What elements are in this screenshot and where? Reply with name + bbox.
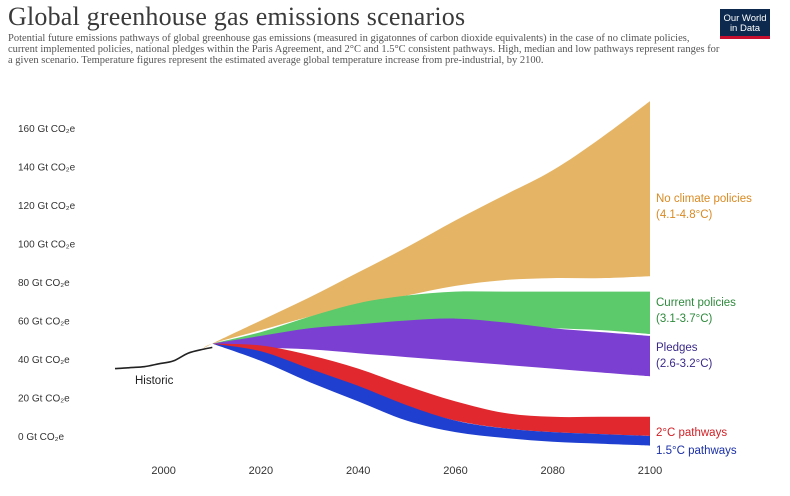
chart-title: Global greenhouse gas emissions scenario… — [8, 2, 466, 31]
two-degree-label: 2°C pathways — [656, 427, 727, 439]
y-tick-label: 80 Gt CO₂e — [18, 278, 70, 289]
y-tick-label: 120 Gt CO₂e — [18, 201, 76, 212]
y-tick-label: 160 Gt CO₂e — [18, 124, 76, 135]
owid-logo[interactable]: Our World in Data — [720, 9, 770, 39]
pledges-range-label: (2.6-3.2°C) — [656, 358, 713, 370]
y-tick-label: 40 Gt CO₂e — [18, 355, 70, 366]
historic-label: Historic — [135, 375, 174, 387]
chart-subtitle: Potential future emissions pathways of g… — [8, 33, 720, 66]
y-tick-label: 0 Gt CO₂e — [18, 432, 65, 443]
one-five-band — [212, 343, 651, 446]
current-label: Current policies — [656, 297, 736, 309]
pledges-label: Pledges — [656, 342, 698, 354]
y-axis: 160 Gt CO₂e 140 Gt CO₂e 120 Gt CO₂e 100 Gt … — [18, 124, 76, 443]
x-tick-label: 2060 — [443, 465, 467, 477]
series-labels: No climate policies (4.1-4.8°C) Current po… — [656, 193, 752, 457]
scenario-bands — [202, 101, 651, 446]
x-tick-label: 2080 — [540, 465, 564, 477]
pledges-band — [212, 318, 651, 377]
x-tick-label: 2100 — [638, 465, 662, 477]
logo-line-1: Our World — [723, 13, 767, 24]
historic-series: Historic — [114, 346, 213, 387]
y-tick-label: 20 Gt CO₂e — [18, 394, 70, 405]
y-tick-label: 140 Gt CO₂e — [18, 163, 76, 174]
logo-line-2: in Data — [729, 23, 761, 34]
one-five-label: 1.5°C pathways — [656, 445, 737, 457]
x-tick-label: 2000 — [151, 465, 175, 477]
two-degree-band — [212, 343, 651, 436]
y-tick-label: 100 Gt CO₂e — [18, 240, 76, 251]
no-policies-range-label: (4.1-4.8°C) — [656, 209, 713, 221]
y-tick-label: 60 Gt CO₂e — [18, 317, 70, 328]
no-policies-band — [202, 101, 650, 350]
historic-line — [114, 346, 213, 370]
x-axis: 2000 2020 2040 2060 2080 2100 — [151, 465, 662, 477]
no-policies-label: No climate policies — [656, 193, 752, 205]
logo-accent-bar — [720, 36, 770, 39]
x-tick-label: 2040 — [346, 465, 370, 477]
current-range-label: (3.1-3.7°C) — [656, 313, 713, 325]
x-tick-label: 2020 — [249, 465, 273, 477]
